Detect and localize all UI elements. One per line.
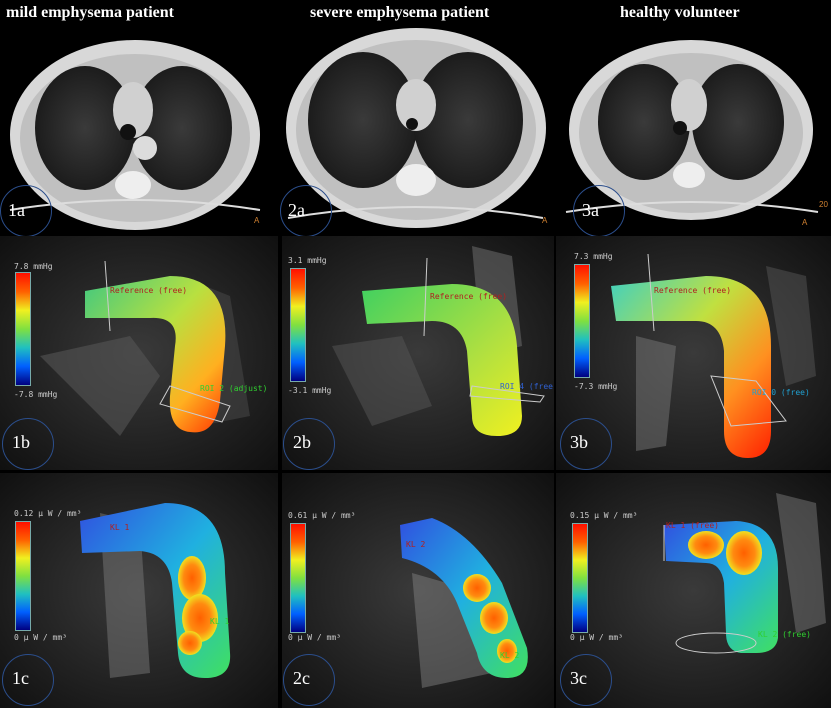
pressure-max-2b: 3.1 mmHg	[288, 256, 327, 265]
pressure-min-3b: -7.3 mmHg	[574, 382, 618, 391]
panel-label-2b: 2b	[293, 432, 311, 452]
ct-orient-3a: A	[802, 218, 808, 227]
wss-max-2c: 0.61 μ W / mm³	[288, 511, 356, 520]
column-header-severe: severe emphysema patient	[310, 4, 490, 21]
wss-colorbar-3c	[572, 523, 588, 633]
label-circle-1b	[2, 418, 54, 470]
pressure-min-2b: -3.1 mmHg	[288, 386, 332, 395]
wss-roi-a-2c: KL 2	[406, 540, 426, 549]
wss-max-3c: 0.15 μ W / mm³	[570, 511, 638, 520]
ct-panel-3a: A 20	[556, 0, 831, 232]
wss-map-mild	[0, 473, 278, 708]
ct-orient-2a: A	[542, 216, 548, 225]
label-circle-3a	[573, 185, 625, 237]
label-circle-3c	[560, 654, 612, 706]
panel-label-2a: 2a	[288, 200, 305, 220]
ct-scan-mild	[0, 0, 263, 232]
ct-orient-1a: A	[254, 216, 260, 225]
wss-max-1c: 0.12 μ W / mm³	[14, 509, 82, 518]
label-circle-2c	[283, 654, 335, 706]
pressure-roi-3b: ROI 0 (free)	[752, 388, 810, 397]
wss-roi-b-3c: KL 2 (free)	[758, 630, 811, 639]
wss-roi-a-1c: KL 1	[110, 523, 130, 532]
label-circle-3b	[560, 418, 612, 470]
pressure-roi-2b: ROI 4 (free	[500, 382, 553, 391]
pressure-ref-1b: Reference (free)	[110, 286, 188, 295]
wss-min-3c: 0 μ W / mm³	[570, 633, 623, 642]
wss-min-1c: 0 μ W / mm³	[14, 633, 67, 642]
ct-panel-1a: A	[0, 0, 263, 232]
pressure-max-3b: 7.3 mmHg	[574, 252, 613, 261]
wss-roi-b-1c: KL 1	[210, 617, 230, 626]
column-header-mild: mild emphysema patient	[6, 4, 174, 21]
wss-roi-b-2c: KL 2	[500, 651, 520, 660]
wss-map-severe	[282, 473, 554, 708]
panel-label-2c: 2c	[293, 668, 310, 688]
pressure-colorbar-1b	[15, 272, 31, 386]
wss-colorbar-2c	[290, 523, 306, 633]
column-header-healthy: healthy volunteer	[620, 4, 740, 21]
pressure-max-1b: 7.8 mmHg	[14, 262, 53, 271]
panel-label-3a: 3a	[582, 200, 599, 220]
ct-scale-3a: 20	[819, 200, 828, 209]
wss-roi-a-3c: KL 1 (free)	[666, 521, 719, 530]
pressure-colorbar-3b	[574, 264, 590, 378]
label-circle-1c	[2, 654, 54, 706]
panel-label-1a: 1a	[8, 200, 25, 220]
ct-scan-healthy	[556, 0, 831, 232]
pressure-min-1b: -7.8 mmHg	[14, 390, 58, 399]
panel-label-1b: 1b	[12, 432, 30, 452]
label-circle-2b	[283, 418, 335, 470]
wss-colorbar-1c	[15, 521, 31, 631]
pressure-ref-3b: Reference (free)	[654, 286, 732, 295]
panel-label-1c: 1c	[12, 668, 29, 688]
pressure-ref-2b: Reference (free)	[430, 292, 508, 301]
panel-label-3b: 3b	[570, 432, 588, 452]
wss-min-2c: 0 μ W / mm³	[288, 633, 341, 642]
pressure-colorbar-2b	[290, 268, 306, 382]
pressure-panel-1b: 7.8 mmHg -7.8 mmHg Reference (free) ROI …	[0, 236, 278, 470]
pressure-roi-1b: ROI 2 (adjust)	[200, 384, 268, 393]
panel-label-3c: 3c	[570, 668, 587, 688]
wss-panel-2c: 0.61 μ W / mm³ 0 μ W / mm³ KL 2 KL 2	[282, 473, 554, 708]
